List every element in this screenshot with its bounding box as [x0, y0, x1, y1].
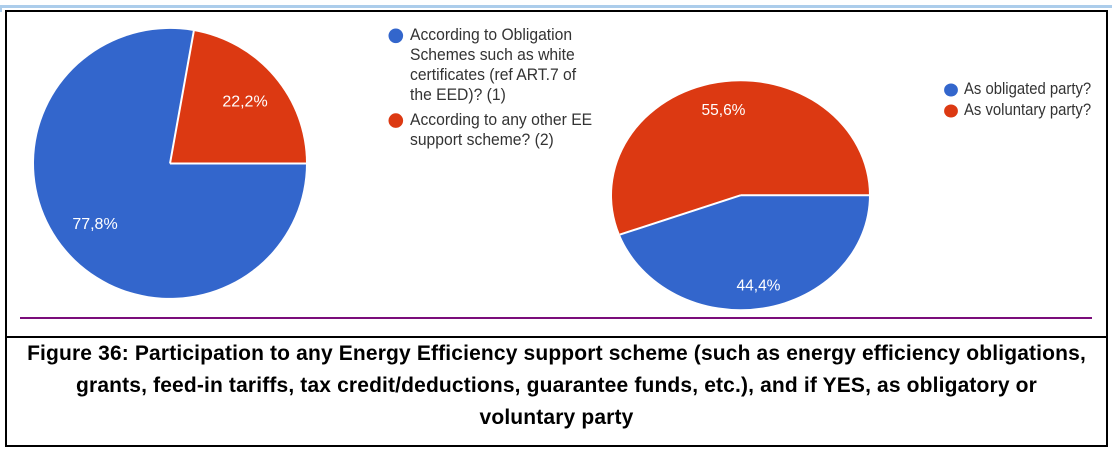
svg-text:77,8%: 77,8%	[72, 216, 117, 233]
svg-text:55,6%: 55,6%	[702, 102, 746, 119]
svg-text:44,4%: 44,4%	[737, 278, 781, 295]
svg-text:22,2%: 22,2%	[222, 94, 267, 111]
